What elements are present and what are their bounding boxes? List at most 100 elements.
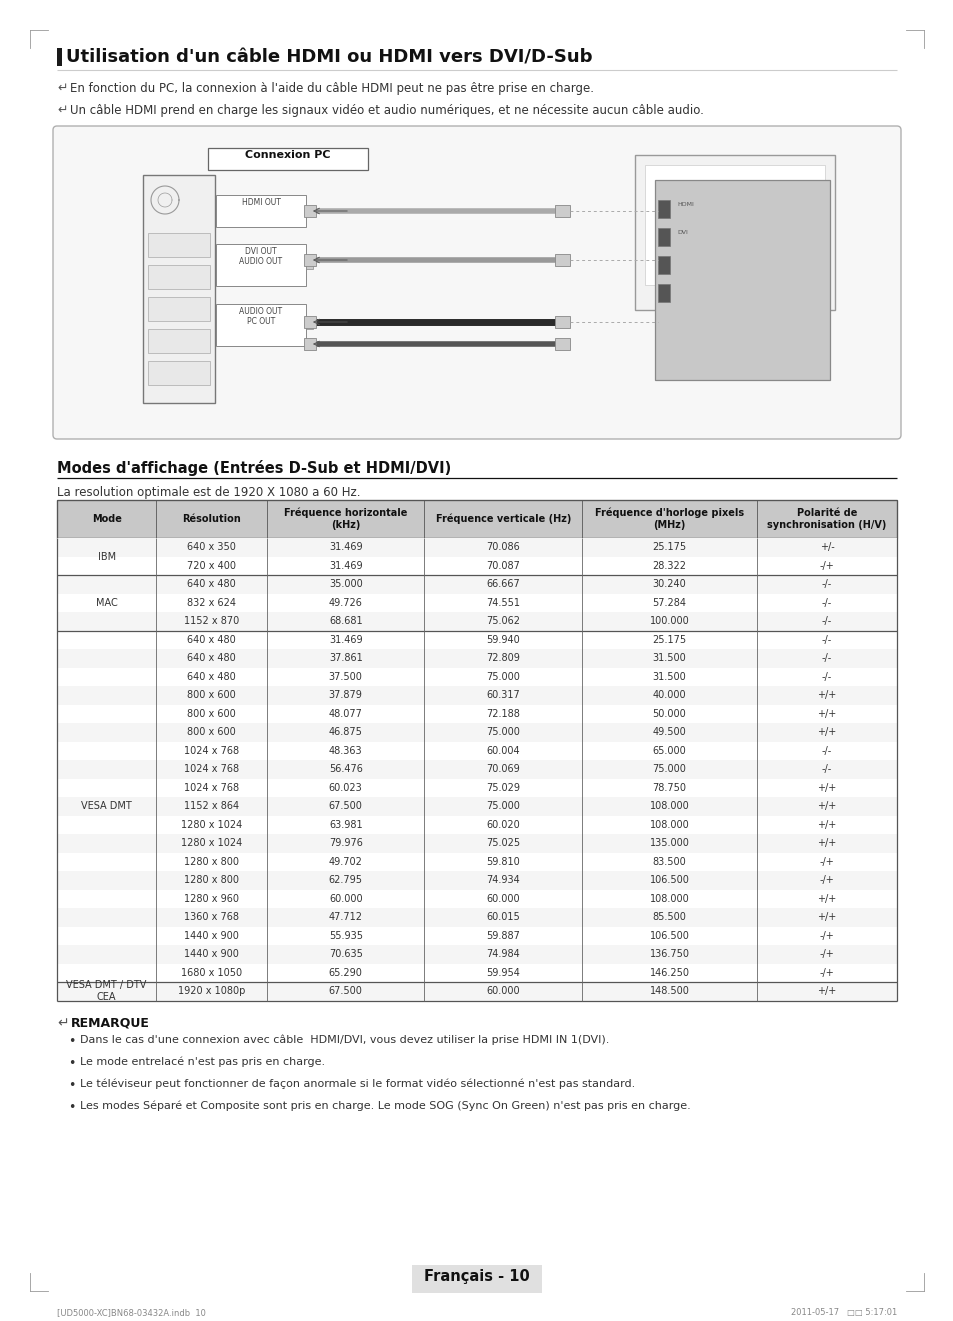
Text: -/-: -/- bbox=[821, 597, 831, 608]
Text: +/+: +/+ bbox=[817, 728, 836, 737]
Text: REMARQUE: REMARQUE bbox=[71, 1016, 150, 1029]
Text: Dans le cas d'une connexion avec câble  HDMI/DVI, vous devez utiliser la prise H: Dans le cas d'une connexion avec câble H… bbox=[80, 1034, 609, 1045]
Bar bbox=[148, 361, 210, 384]
Bar bbox=[57, 593, 896, 612]
Text: 1280 x 1024: 1280 x 1024 bbox=[181, 820, 242, 830]
Text: 60.000: 60.000 bbox=[486, 987, 519, 996]
Text: 100.000: 100.000 bbox=[649, 617, 689, 626]
Bar bbox=[215, 244, 306, 287]
Bar bbox=[304, 254, 315, 266]
Text: 83.500: 83.500 bbox=[652, 857, 685, 867]
Text: Résolution: Résolution bbox=[182, 514, 241, 524]
Text: 75.000: 75.000 bbox=[486, 728, 519, 737]
Text: 49.726: 49.726 bbox=[329, 597, 362, 608]
Bar bbox=[306, 262, 313, 269]
Text: 68.681: 68.681 bbox=[329, 617, 362, 626]
Bar bbox=[143, 174, 214, 403]
Text: 1280 x 1024: 1280 x 1024 bbox=[181, 839, 242, 848]
Text: 31.469: 31.469 bbox=[329, 560, 362, 571]
Text: 63.981: 63.981 bbox=[329, 820, 362, 830]
Text: 60.004: 60.004 bbox=[486, 746, 519, 756]
Text: 59.954: 59.954 bbox=[486, 968, 519, 978]
Text: 72.188: 72.188 bbox=[486, 709, 519, 719]
Text: +/+: +/+ bbox=[817, 783, 836, 793]
Bar bbox=[57, 501, 896, 538]
Bar bbox=[555, 205, 569, 217]
Bar bbox=[57, 926, 896, 945]
Bar bbox=[57, 945, 896, 963]
Text: -/+: -/+ bbox=[819, 857, 834, 867]
Text: 148.500: 148.500 bbox=[649, 987, 689, 996]
Text: 1440 x 900: 1440 x 900 bbox=[184, 931, 239, 941]
Bar bbox=[57, 871, 896, 889]
FancyBboxPatch shape bbox=[53, 125, 900, 439]
Text: 56.476: 56.476 bbox=[329, 765, 362, 774]
Text: -/-: -/- bbox=[821, 617, 831, 626]
Text: 70.086: 70.086 bbox=[486, 542, 519, 552]
Text: -/-: -/- bbox=[821, 654, 831, 663]
Text: 74.934: 74.934 bbox=[486, 876, 519, 885]
Bar bbox=[720, 303, 749, 317]
Text: -/-: -/- bbox=[821, 672, 831, 682]
Text: 72.809: 72.809 bbox=[486, 654, 519, 663]
Text: 28.322: 28.322 bbox=[652, 560, 686, 571]
Text: +/+: +/+ bbox=[817, 913, 836, 922]
Text: 1680 x 1050: 1680 x 1050 bbox=[181, 968, 242, 978]
Bar bbox=[555, 338, 569, 350]
Text: 1152 x 864: 1152 x 864 bbox=[184, 802, 239, 811]
Text: 65.290: 65.290 bbox=[329, 968, 362, 978]
Text: [UD5000-XC]BN68-03432A.indb  10: [UD5000-XC]BN68-03432A.indb 10 bbox=[57, 1308, 206, 1317]
Text: -/-: -/- bbox=[821, 579, 831, 589]
Bar bbox=[658, 229, 669, 246]
Text: 25.175: 25.175 bbox=[652, 635, 686, 645]
Text: 31.469: 31.469 bbox=[329, 635, 362, 645]
Text: 60.015: 60.015 bbox=[486, 913, 519, 922]
Text: •: • bbox=[68, 1078, 75, 1091]
Text: 70.635: 70.635 bbox=[329, 950, 362, 959]
Text: ↵: ↵ bbox=[57, 104, 68, 118]
Text: ↵: ↵ bbox=[57, 1016, 69, 1030]
Text: 31.500: 31.500 bbox=[652, 654, 685, 663]
Text: +/+: +/+ bbox=[817, 987, 836, 996]
Bar bbox=[57, 982, 896, 1000]
Text: 106.500: 106.500 bbox=[649, 876, 689, 885]
Text: Un câble HDMI prend en charge les signaux vidéo et audio numériques, et ne néces: Un câble HDMI prend en charge les signau… bbox=[70, 104, 703, 118]
Text: 60.000: 60.000 bbox=[329, 894, 362, 904]
Bar bbox=[57, 908, 896, 926]
Text: •: • bbox=[68, 1057, 75, 1070]
Text: 37.861: 37.861 bbox=[329, 654, 362, 663]
Text: 1024 x 768: 1024 x 768 bbox=[184, 783, 239, 793]
Bar bbox=[148, 347, 156, 351]
Bar bbox=[208, 148, 368, 170]
Text: +/+: +/+ bbox=[817, 802, 836, 811]
Text: ↵: ↵ bbox=[57, 82, 68, 95]
Bar bbox=[148, 232, 210, 258]
Text: 2011-05-17   □□ 5:17:01: 2011-05-17 □□ 5:17:01 bbox=[790, 1308, 896, 1317]
Text: 135.000: 135.000 bbox=[649, 839, 689, 848]
Text: Fréquence horizontale
(kHz): Fréquence horizontale (kHz) bbox=[284, 509, 407, 530]
Text: -/+: -/+ bbox=[819, 560, 834, 571]
Text: 75.000: 75.000 bbox=[486, 672, 519, 682]
Text: Le mode entrelacé n'est pas pris en charge.: Le mode entrelacé n'est pas pris en char… bbox=[80, 1057, 325, 1067]
Bar bbox=[635, 155, 834, 310]
Bar bbox=[658, 256, 669, 273]
Text: 30.240: 30.240 bbox=[652, 579, 685, 589]
Text: 59.887: 59.887 bbox=[486, 931, 519, 941]
Text: 40.000: 40.000 bbox=[652, 691, 685, 700]
Text: 146.250: 146.250 bbox=[649, 968, 689, 978]
Bar bbox=[57, 852, 896, 871]
Text: Utilisation d'un câble HDMI ou HDMI vers DVI/D-Sub: Utilisation d'un câble HDMI ou HDMI vers… bbox=[66, 49, 592, 67]
Text: 35.000: 35.000 bbox=[329, 579, 362, 589]
Bar bbox=[57, 834, 896, 852]
Text: 1280 x 960: 1280 x 960 bbox=[184, 894, 239, 904]
Text: 37.500: 37.500 bbox=[329, 672, 362, 682]
Text: +/+: +/+ bbox=[817, 839, 836, 848]
Bar bbox=[57, 889, 896, 908]
Text: 50.000: 50.000 bbox=[652, 709, 685, 719]
Text: 78.750: 78.750 bbox=[652, 783, 686, 793]
Text: 60.023: 60.023 bbox=[329, 783, 362, 793]
Bar bbox=[655, 180, 829, 380]
Text: 75.000: 75.000 bbox=[486, 802, 519, 811]
Text: 832 x 624: 832 x 624 bbox=[187, 597, 235, 608]
Text: Mode: Mode bbox=[91, 514, 121, 524]
